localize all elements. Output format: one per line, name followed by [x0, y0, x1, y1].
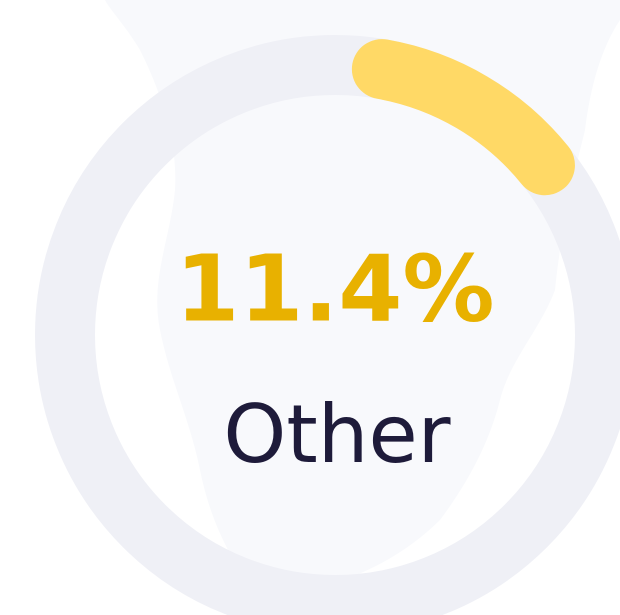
ring-track [35, 35, 620, 615]
ring-arc [351, 39, 575, 196]
value-label: 11.4% [175, 235, 494, 342]
category-label: Other [223, 388, 450, 481]
